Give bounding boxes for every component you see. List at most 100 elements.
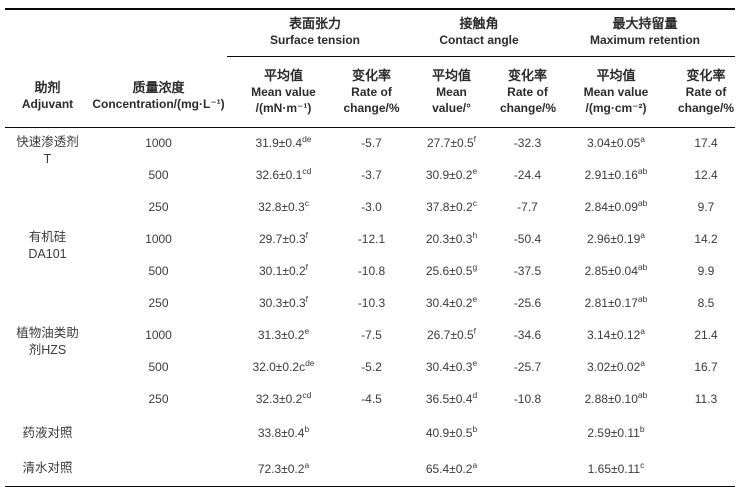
value-cell: 2.81±0.17ab [584, 294, 648, 310]
col-header-mr-rate: 变化率 Rate of change/% [677, 56, 736, 128]
group-title-en: Contact angle [439, 32, 519, 47]
significance-letter: d [472, 390, 478, 400]
group-title-zh: 表面张力 [288, 15, 341, 31]
value-cell: 9.7 [697, 200, 715, 214]
value-cell [340, 415, 403, 451]
value-cell: -24.4 [513, 168, 542, 182]
col-header-st-mean: 平均值 Mean value /(mN·m⁻¹) [227, 56, 340, 128]
significance-letter: a [640, 134, 646, 145]
col-header-line: 平均值 [596, 67, 636, 83]
significance-letter: a [472, 459, 478, 470]
value-cell: 33.8±0.4b [257, 424, 310, 440]
value-cell: 12.4 [694, 168, 718, 182]
value-cell: -25.7 [513, 360, 542, 374]
value-cell: 2.91±0.16ab [584, 166, 648, 182]
value-cell: -7.7 [517, 200, 538, 214]
value-cell: -7.5 [361, 328, 382, 342]
col-header-adjuvant: 助剂 Adjuvant [5, 56, 90, 128]
value-cell: 32.8±0.3c [258, 198, 309, 214]
value-cell: -10.8 [357, 264, 386, 278]
value-cell: 29.7±0.3f [259, 230, 308, 246]
table-row: 500 32.0±0.2cde -5.2 30.4±0.3e -25.7 3.02±0.0… [5, 351, 735, 383]
significance-letter: ab [637, 198, 648, 208]
value-cell: 17.4 [694, 136, 718, 151]
value-cell: 500 [148, 168, 169, 182]
value-cell: 32.0±0.2cde [252, 358, 315, 374]
group-maximum-retention: 最大持留量 Maximum retention [555, 9, 736, 57]
significance-letter: h [472, 230, 478, 240]
significance-letter: ab [637, 390, 648, 400]
value-cell: 500 [148, 264, 169, 278]
significance-letter: cd [302, 390, 312, 400]
significance-letter: c [472, 198, 477, 208]
value-cell: 250 [148, 296, 169, 310]
col-header-line: Concentration/(mg·L⁻¹) [92, 96, 225, 111]
value-cell: -34.6 [513, 328, 542, 342]
group-surface-tension: 表面张力 Surface tension [227, 9, 403, 57]
value-cell: 250 [148, 392, 169, 406]
table-row: 250 32.3±0.2cd -4.5 36.5±0.4d -10.8 2.88±0.10… [5, 383, 735, 415]
value-cell: 250 [148, 200, 169, 214]
group-title-en: Surface tension [269, 32, 361, 47]
col-header-line: /(mN·m⁻¹) [255, 100, 312, 115]
adjuvant-name-line: 有机硅 [28, 230, 67, 244]
col-header-line: 变化率 [686, 67, 726, 83]
value-cell [500, 451, 555, 487]
value-cell: 25.6±0.5g [425, 262, 478, 278]
table-row: 清水对照 72.3±0.2a 65.4±0.2a 1.65±0.11c [5, 451, 735, 487]
value-cell: 1000 [145, 232, 172, 246]
col-header-line: change/% [500, 100, 557, 115]
adjuvant-effects-table: 表面张力 Surface tension 接触角 Contact angle 最… [5, 8, 736, 487]
value-cell: 9.9 [697, 264, 715, 278]
significance-letter: f [473, 326, 476, 336]
col-header-line: Mean [436, 84, 467, 99]
col-header-line: Rate of [507, 84, 548, 99]
value-cell: 20.3±0.3h [425, 230, 478, 246]
col-header-ca-rate: 变化率 Rate of change/% [500, 56, 557, 128]
value-cell: 26.7±0.5f [427, 326, 476, 342]
table-body: 快速渗透剂 T 1000 31.9±0.4de -5.7 27.7±0.5f -32.3 3.… [5, 127, 735, 487]
value-cell: 3.02±0.02a [586, 358, 646, 374]
value-cell: 1000 [145, 328, 172, 342]
value-cell: 31.3±0.2e [257, 326, 310, 342]
significance-letter: e [472, 294, 478, 304]
value-cell: 11.3 [694, 392, 718, 406]
adjuvant-name-line: 清水对照 [22, 461, 73, 475]
value-cell: -5.2 [361, 360, 382, 374]
adjuvant-name-line: DA101 [28, 247, 67, 261]
adjuvant-name-line: 剂HZS [28, 343, 67, 357]
table-row: 500 32.6±0.1cd -3.7 30.9±0.2e -24.4 2.91±0.16… [5, 159, 735, 191]
significance-letter: b [304, 424, 310, 434]
value-cell: 1000 [145, 136, 172, 151]
value-cell: 30.4±0.3e [425, 358, 478, 374]
table-row: 有机硅 DA101 1000 29.7±0.3f -12.1 20.3±0.3h -50.4… [5, 223, 735, 261]
adjuvant-name: 植物油类助剂HZS [5, 319, 90, 415]
significance-letter: c [304, 198, 309, 208]
value-cell: 2.96±0.19a [586, 230, 646, 246]
col-header-line: value/° [432, 100, 471, 115]
significance-letter: f [305, 262, 308, 272]
group-title-zh: 最大持留量 [612, 15, 678, 31]
adjuvant-name-line: 植物油类助 [16, 326, 79, 340]
significance-letter: f [305, 294, 308, 304]
col-header-line: Rate of [685, 84, 727, 99]
value-cell: 36.5±0.4d [425, 390, 478, 406]
col-header-line: Mean value [251, 84, 316, 99]
value-cell: -5.7 [361, 136, 382, 151]
col-header-line: 变化率 [507, 67, 547, 83]
significance-letter: a [640, 358, 646, 368]
value-cell [677, 415, 735, 451]
significance-letter: e [472, 358, 478, 368]
col-header-line: /(mg·cm⁻²) [585, 100, 647, 115]
value-cell: -32.3 [513, 136, 542, 151]
value-cell [677, 451, 735, 487]
table-row: 快速渗透剂 T 1000 31.9±0.4de -5.7 27.7±0.5f -32.3 3.… [5, 127, 735, 166]
table-row: 500 30.1±0.2f -10.8 25.6±0.5g -37.5 2.85±0.04… [5, 255, 735, 287]
value-cell: -37.5 [513, 264, 542, 278]
value-cell [340, 451, 403, 487]
significance-letter: c [640, 459, 645, 470]
col-header-line: change/% [678, 100, 735, 115]
value-cell: -12.1 [357, 232, 386, 246]
value-cell: 2.85±0.04ab [584, 262, 648, 278]
col-header-line: 平均值 [263, 67, 303, 83]
